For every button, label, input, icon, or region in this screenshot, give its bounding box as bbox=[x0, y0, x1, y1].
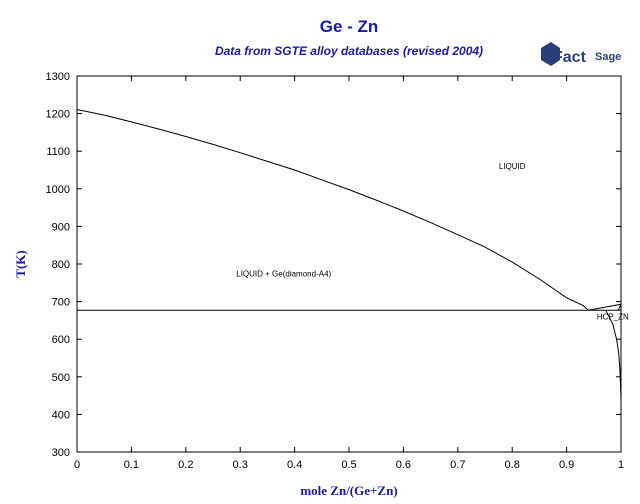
factsage-logo: Fact Sage bbox=[541, 42, 621, 66]
x-tick-label: 0.9 bbox=[559, 459, 574, 471]
y-tick-label: 800 bbox=[52, 259, 70, 271]
x-tick-label: 0 bbox=[74, 459, 80, 471]
chart-title: Ge - Zn bbox=[320, 17, 379, 36]
phase-boundary-line bbox=[588, 303, 622, 311]
y-tick-label: 300 bbox=[52, 447, 70, 459]
phase-boundary-line bbox=[617, 303, 622, 311]
x-tick-label: 0.2 bbox=[178, 459, 193, 471]
region-labels: LIQUID LIQUID + Ge(diamond-A4) HCP_ZN bbox=[236, 162, 629, 321]
y-tick-label: 600 bbox=[52, 334, 70, 346]
y-tick-label: 500 bbox=[52, 372, 70, 384]
y-axis-label: T(K) bbox=[13, 250, 28, 277]
region-label: LIQUID bbox=[499, 162, 526, 171]
y-tick-label: 1000 bbox=[46, 184, 70, 196]
chart-subtitle: Data from SGTE alloy databases (revised … bbox=[215, 44, 483, 58]
x-tick-label: 0.7 bbox=[450, 459, 465, 471]
x-tick-label: 0.4 bbox=[287, 459, 302, 471]
y-tick-label: 1300 bbox=[46, 71, 70, 83]
logo-hexagon-icon bbox=[541, 42, 560, 66]
logo-sage-text: Sage bbox=[595, 51, 621, 63]
y-tick-label: 900 bbox=[52, 221, 70, 233]
x-tick-label: 1 bbox=[618, 459, 624, 471]
region-label: HCP_ZN bbox=[597, 313, 629, 322]
x-tick-label: 0.1 bbox=[124, 459, 139, 471]
x-axis-label: mole Zn/(Ge+Zn) bbox=[300, 483, 397, 498]
y-tick-label: 700 bbox=[52, 297, 70, 309]
x-tick-label: 0.5 bbox=[341, 459, 356, 471]
x-axis: 0 0.1 0.2 0.3 0.4 0.5 0.6 0.7 0.8 0.9 1 bbox=[74, 76, 624, 471]
y-tick-label: 1200 bbox=[46, 109, 70, 121]
x-tick-label: 0.8 bbox=[505, 459, 520, 471]
y-axis: 300 400 500 600 700 800 900 1000 1100 1200 1300 bbox=[46, 71, 621, 459]
plot-frame bbox=[76, 75, 622, 453]
phase-boundaries bbox=[76, 109, 622, 400]
region-label: LIQUID + Ge(diamond-A4) bbox=[236, 269, 331, 278]
x-tick-label: 0.6 bbox=[396, 459, 411, 471]
x-tick-label: 0.3 bbox=[233, 459, 248, 471]
logo-fact-text: Fact bbox=[553, 49, 587, 66]
y-tick-label: 400 bbox=[52, 409, 70, 421]
phase-boundary-line bbox=[605, 309, 622, 400]
y-tick-label: 1100 bbox=[46, 146, 70, 158]
phase-boundary-line bbox=[76, 109, 589, 311]
